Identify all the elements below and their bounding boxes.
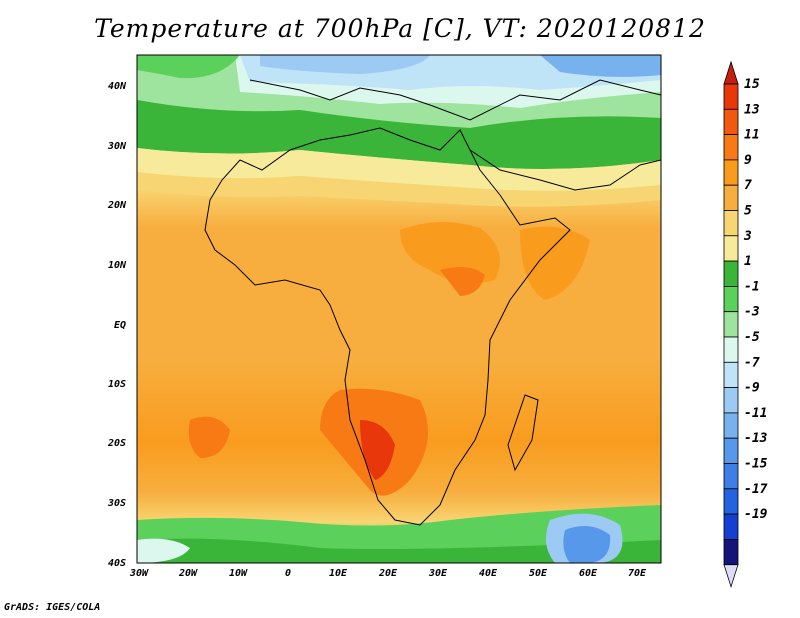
colorbar-swatch xyxy=(723,134,739,161)
colorbar-swatch xyxy=(723,412,739,439)
lon-tick-label: 20W xyxy=(178,568,198,579)
lat-tick-label: 10N xyxy=(108,260,127,271)
colorbar-swatch xyxy=(723,108,739,136)
colorbar-label: 9 xyxy=(744,153,752,168)
colorbar-swatch xyxy=(723,260,739,287)
lat-tick-label: 10S xyxy=(108,379,126,390)
colorbar-label: 7 xyxy=(744,178,752,193)
lat-tick-label: EQ xyxy=(114,320,126,331)
colorbar-swatch xyxy=(723,437,739,464)
colorbar-label: 3 xyxy=(743,229,752,244)
colorbar-label: -9 xyxy=(744,381,760,396)
lat-tick-label: 30N xyxy=(107,141,127,152)
lon-tick-label: 50E xyxy=(529,568,548,579)
colorbar-swatch xyxy=(723,361,739,388)
colorbar-swatch xyxy=(723,210,739,237)
lat-tick-label: 40N xyxy=(108,81,127,92)
colorbar-swatch xyxy=(723,235,739,262)
lat-tick-label: 20N xyxy=(107,200,127,211)
colorbar: 15 13 11 9 7 5 3 1 -1 -3 -5 -7 -9 -11 -13 -15 -17 -19 xyxy=(723,60,768,589)
colorbar-swatch xyxy=(723,488,739,515)
colorbar-swatch xyxy=(723,336,739,363)
colorbar-swatch xyxy=(723,285,739,313)
colorbar-swatch xyxy=(723,513,739,540)
chart-title: Temperature at 700hPa [C], VT: 202012081… xyxy=(94,14,706,43)
lon-tick-label: 20E xyxy=(378,568,398,579)
colorbar-swatch xyxy=(723,311,739,338)
grads-credit: GrADS: IGES/COLA xyxy=(4,602,101,613)
colorbar-label: -17 xyxy=(744,482,768,497)
lon-tick-label: 70E xyxy=(628,568,647,579)
colorbar-swatch xyxy=(723,159,739,186)
colorbar-label: -11 xyxy=(744,406,767,421)
colorbar-top-arrow xyxy=(723,60,739,85)
lon-tick-label: 60E xyxy=(579,568,598,579)
lat-tick-label: 30S xyxy=(107,498,126,509)
colorbar-label: 15 xyxy=(744,77,760,92)
colorbar-label: 1 xyxy=(744,254,752,269)
colorbar-label: 5 xyxy=(744,204,752,219)
lat-tick-label: 40S xyxy=(108,558,126,569)
coastlines xyxy=(204,79,661,526)
lon-tick-label: 10E xyxy=(329,568,348,579)
latitude-axis: 40N 30N 20N 10N EQ 10S 20S 30S 40S xyxy=(107,81,127,569)
colorbar-swatch xyxy=(723,463,739,490)
temperature-field xyxy=(137,55,661,563)
colorbar-label: -5 xyxy=(744,330,760,345)
colorbar-label: -7 xyxy=(744,355,760,370)
colorbar-label: -15 xyxy=(744,457,768,472)
lon-tick-label: 0 xyxy=(285,568,291,579)
lon-tick-label: 30E xyxy=(428,568,448,579)
colorbar-label: -19 xyxy=(744,507,768,522)
colorbar-swatch xyxy=(723,539,739,566)
lat-tick-label: 20S xyxy=(107,438,126,449)
colorbar-label: 11 xyxy=(744,128,760,143)
colorbar-label: 13 xyxy=(744,102,760,117)
longitude-axis: 30W 20W 10W 0 10E 20E 30E 40E 50E 60E 70… xyxy=(129,568,647,579)
colorbar-label: -13 xyxy=(744,431,768,446)
lon-tick-label: 10W xyxy=(229,568,248,579)
map-frame xyxy=(136,54,662,564)
colorbar-label: -1 xyxy=(744,279,760,294)
colorbar-swatch xyxy=(723,184,739,211)
colorbar-bottom-arrow xyxy=(723,564,739,589)
colorbar-swatch xyxy=(723,83,739,110)
colorbar-label: -3 xyxy=(744,305,760,320)
lon-tick-label: 30W xyxy=(129,568,149,579)
lon-tick-label: 40E xyxy=(479,568,498,579)
colorbar-swatch xyxy=(723,387,739,414)
